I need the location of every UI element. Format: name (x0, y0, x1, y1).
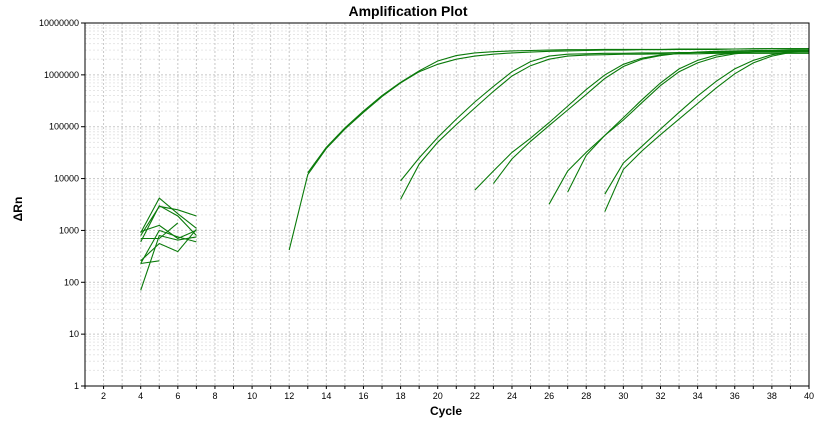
amplification-curve (567, 50, 809, 193)
x-tick-label: 32 (655, 391, 665, 401)
y-tick-label: 10 (69, 329, 79, 339)
x-tick-label: 38 (767, 391, 777, 401)
x-tick-label: 22 (470, 391, 480, 401)
amplification-curve (140, 260, 160, 265)
x-tick-label: 14 (321, 391, 331, 401)
amplification-curve (140, 224, 197, 240)
y-tick-label: 1 (74, 381, 79, 391)
amplification-curve (140, 197, 197, 234)
x-tick-label: 2 (101, 391, 106, 401)
y-tick-label: 10000 (54, 174, 79, 184)
x-tick-label: 36 (730, 391, 740, 401)
grid (84, 22, 810, 387)
plot-border (84, 22, 810, 387)
x-tick-label: 16 (358, 391, 368, 401)
x-tick-label: 34 (693, 391, 703, 401)
y-tick-label: 100 (64, 277, 79, 287)
x-tick-label: 26 (544, 391, 554, 401)
amplification-curve (140, 228, 197, 262)
x-tick-label: 10 (247, 391, 257, 401)
y-tick-label: 10000000 (39, 18, 79, 28)
y-axis-label: ΔRn (11, 197, 25, 222)
x-tick-label: 8 (212, 391, 217, 401)
series-group (140, 48, 810, 291)
y-tick-label: 1000000 (44, 70, 79, 80)
y-tick-label: 100000 (49, 122, 79, 132)
chart-title: Amplification Plot (349, 3, 468, 19)
x-tick-label: 4 (138, 391, 143, 401)
x-tick-label: 12 (284, 391, 294, 401)
amplification-curve (604, 50, 810, 195)
amplification-curve (492, 49, 809, 184)
x-tick-label: 40 (804, 391, 814, 401)
amplification-curve (140, 222, 179, 240)
y-tick-label: 1000 (59, 225, 79, 235)
x-tick-label: 6 (175, 391, 180, 401)
amplification-curve (140, 229, 197, 264)
x-tick-label: 24 (507, 391, 517, 401)
x-tick-label: 30 (618, 391, 628, 401)
x-axis-label: Cycle (430, 404, 462, 418)
x-tick-label: 20 (433, 391, 443, 401)
amplification-curve (604, 50, 810, 212)
x-tick-label: 18 (396, 391, 406, 401)
amplification-curve (140, 205, 197, 236)
amplification-curve (307, 48, 809, 174)
x-tick-label: 28 (581, 391, 591, 401)
amplification-curve (140, 204, 197, 243)
amplification-curve (140, 234, 197, 291)
